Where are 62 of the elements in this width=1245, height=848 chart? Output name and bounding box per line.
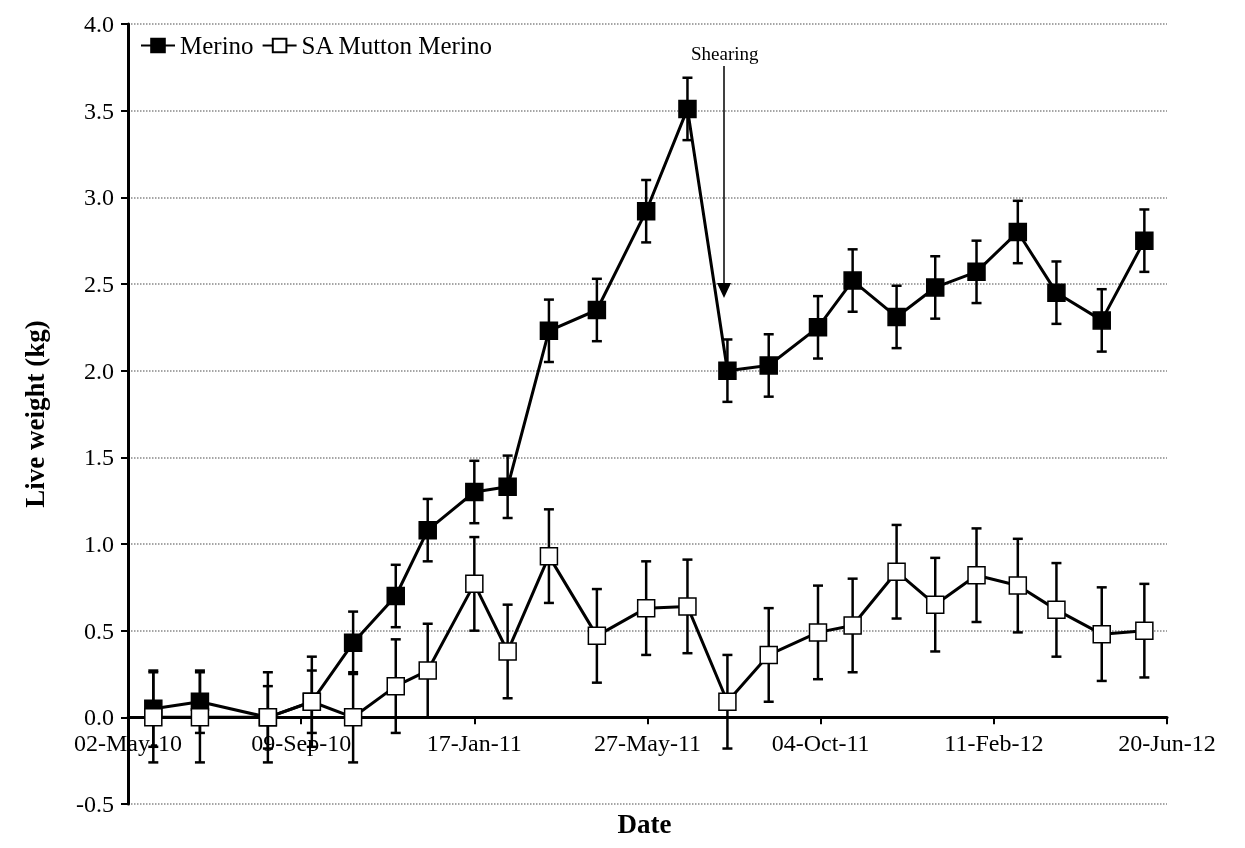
legend-label: Merino [180, 32, 254, 59]
y-tick-label: 1.5 [84, 444, 114, 471]
point [925, 595, 945, 614]
x-tick-label: 27-May-11 [593, 730, 702, 757]
point [498, 477, 517, 497]
x-tick-label: 17-Jan-11 [426, 730, 522, 757]
point [759, 356, 778, 375]
point [343, 708, 363, 727]
point [967, 262, 986, 282]
point [418, 520, 437, 540]
point [1008, 222, 1028, 242]
y-tick-label: 0.5 [84, 617, 114, 644]
y-tick-label: 4.0 [84, 11, 114, 37]
x-axis-title: Date [617, 808, 672, 839]
point [386, 676, 405, 696]
y-tick-label: 3.0 [84, 184, 114, 211]
legend-label: SA Mutton Merino [301, 32, 492, 59]
point [808, 623, 828, 642]
point [678, 99, 697, 119]
point [718, 361, 737, 380]
x-tick-label: 11-Feb-12 [944, 730, 1044, 757]
point [843, 271, 862, 290]
point [587, 626, 607, 646]
point [1047, 600, 1066, 620]
y-tick-label: -0.5 [76, 791, 114, 817]
point [636, 201, 656, 221]
point [498, 642, 517, 661]
y-tick-label: 2.5 [84, 271, 114, 297]
point [718, 692, 737, 711]
point [1092, 311, 1111, 330]
y-tick-label: 0.0 [84, 704, 114, 731]
point [636, 598, 656, 618]
point [887, 562, 906, 581]
y-tick-label: 3.5 [84, 97, 114, 124]
point [465, 574, 484, 594]
point [190, 708, 210, 727]
point [967, 565, 986, 585]
point [1092, 624, 1111, 644]
x-tick-label: 20-Jun-12 [1118, 730, 1216, 757]
y-axis-title: Live weight (kg) [19, 320, 50, 508]
point [539, 546, 559, 566]
point [343, 633, 363, 653]
point [1047, 283, 1066, 302]
y-tick-label: 2.0 [84, 357, 114, 384]
point [887, 307, 906, 327]
point [1135, 621, 1154, 640]
point [465, 482, 484, 502]
point [843, 616, 862, 635]
point [418, 661, 437, 680]
point [808, 318, 828, 337]
annotation: Shearing [691, 43, 760, 64]
point [1008, 576, 1028, 595]
point [587, 300, 607, 320]
point [144, 708, 163, 727]
point [386, 586, 405, 606]
point [539, 321, 559, 341]
point [759, 645, 778, 665]
point [1135, 231, 1154, 250]
y-tick-label: 1.0 [84, 531, 114, 557]
point [925, 278, 945, 297]
x-tick-label: 04-Oct-11 [771, 730, 870, 757]
point [678, 597, 697, 616]
